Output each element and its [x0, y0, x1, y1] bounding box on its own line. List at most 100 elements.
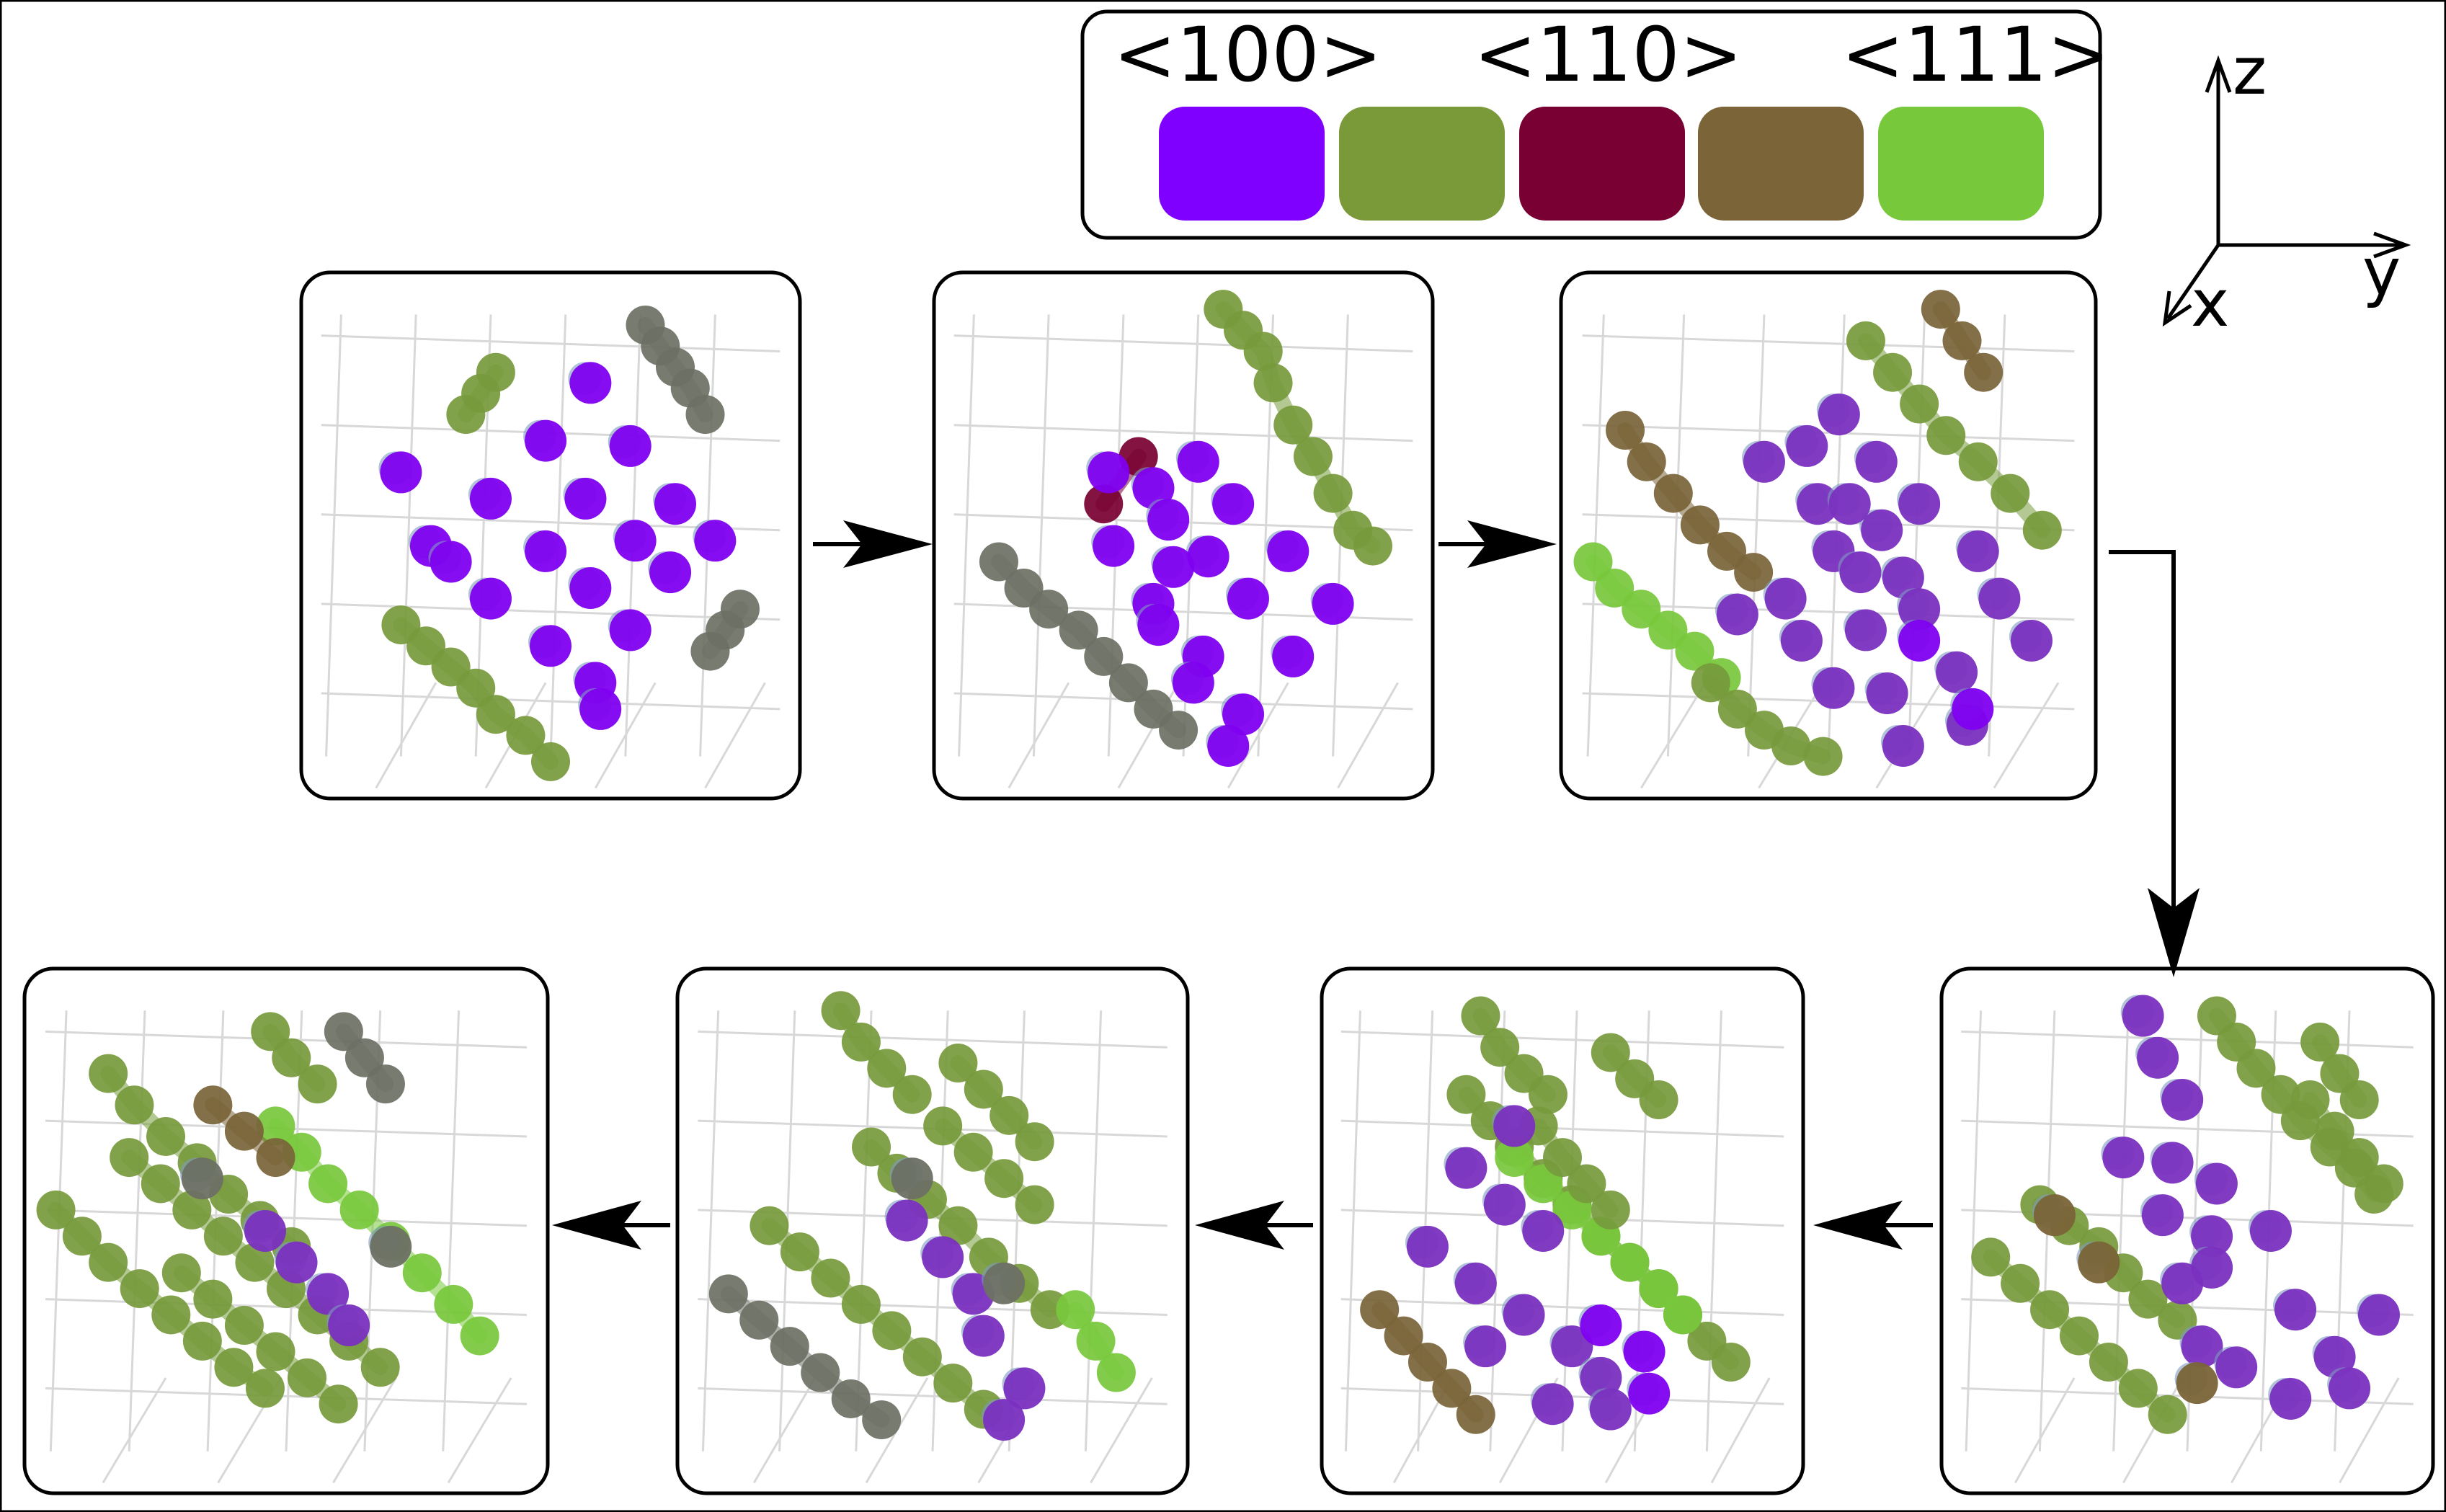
legend-swatch-2 — [1339, 107, 1505, 221]
grid-line — [1344, 1010, 1361, 1451]
grid-line — [2339, 1377, 2400, 1484]
atom-group — [708, 991, 1136, 1441]
atom — [983, 1399, 1026, 1441]
atom — [1957, 530, 1999, 572]
chain-atom — [953, 1132, 993, 1172]
chain-atom — [1691, 663, 1730, 703]
chain-atom — [1573, 542, 1613, 582]
chain-atom — [1771, 726, 1811, 765]
panel-frame — [299, 270, 802, 801]
panel-7 — [22, 966, 550, 1495]
grid-line — [1340, 1298, 1784, 1316]
atom — [1132, 467, 1175, 510]
chain-atom — [2001, 1263, 2040, 1303]
atom — [579, 688, 622, 730]
atom — [1137, 604, 1180, 646]
chain-atom — [1595, 569, 1635, 608]
chain-atom — [902, 1337, 942, 1377]
chain-atom — [811, 1258, 850, 1298]
chain-atom — [872, 1311, 912, 1351]
grid-line — [102, 1377, 167, 1484]
z-axis-label: z — [2233, 34, 2267, 110]
legend-label-111: <111> — [1841, 11, 2110, 99]
atom — [1483, 1183, 1526, 1226]
atom — [891, 1157, 933, 1200]
atom — [1227, 577, 1269, 620]
grid-line — [2014, 1377, 2076, 1484]
atom — [1780, 620, 1823, 662]
grid-line — [953, 424, 1413, 443]
atom — [2181, 1325, 2223, 1368]
chain-atom — [1056, 1290, 1095, 1330]
grid-line — [1561, 1010, 1578, 1451]
chain-atom — [862, 1400, 902, 1440]
panel-5 — [1320, 966, 1805, 1495]
chain-atom — [308, 1164, 348, 1204]
y-axis-arrowhead — [2373, 231, 2411, 259]
atom — [525, 530, 567, 572]
grid-line — [375, 682, 437, 789]
atom — [2161, 1262, 2204, 1304]
grid-line — [1582, 513, 2075, 532]
grid-line — [855, 1010, 873, 1451]
atom — [2122, 995, 2164, 1037]
chain-atom — [770, 1327, 809, 1366]
legend-swatches — [1159, 107, 2044, 221]
atom — [2329, 1367, 2371, 1410]
atom — [1628, 1372, 1671, 1415]
chain-atom — [146, 1116, 186, 1156]
chain-atom — [110, 1138, 149, 1178]
grid-line — [1337, 682, 1399, 789]
atom — [1936, 651, 1978, 693]
atom — [1503, 1294, 1545, 1336]
chain-atom — [446, 395, 486, 435]
atom — [1580, 1304, 1622, 1347]
chain-atom — [1253, 363, 1293, 403]
grid-line — [1032, 314, 1050, 757]
atom — [244, 1210, 286, 1252]
atom — [1580, 1356, 1622, 1399]
chain-atom — [1293, 437, 1333, 476]
legend-swatch-3 — [1519, 107, 1685, 221]
atom — [609, 424, 651, 467]
atom — [1952, 688, 1994, 730]
atom — [1551, 1325, 1593, 1368]
chain-atom — [1971, 1237, 2011, 1277]
chain-atom — [1159, 711, 1198, 750]
panel-frame — [932, 270, 1435, 801]
grid-line — [1710, 1377, 1771, 1484]
atom — [1093, 525, 1135, 567]
chain-atom — [1622, 590, 1661, 629]
grid-line — [1227, 682, 1289, 789]
atom — [1898, 588, 1941, 631]
grid-line — [321, 334, 781, 352]
atom — [1272, 635, 1315, 677]
chain-atom — [1446, 1075, 1486, 1114]
chain-atom — [2118, 1369, 2158, 1408]
atom — [1844, 609, 1887, 652]
grid-line — [953, 692, 1413, 711]
atom — [469, 477, 512, 520]
atom — [1786, 424, 1828, 467]
atom — [1716, 593, 1758, 636]
atom — [1493, 1105, 1536, 1147]
grid-line — [1008, 682, 1070, 789]
chain-atom — [1663, 1295, 1702, 1335]
grid-line — [704, 682, 766, 789]
atom — [922, 1236, 964, 1278]
chain-atom — [1707, 531, 1747, 571]
atom — [2215, 1346, 2258, 1389]
grid-line — [752, 1377, 817, 1484]
chain-atom — [1407, 1343, 1447, 1382]
chain-atom — [821, 991, 860, 1031]
chain-atom — [36, 1190, 76, 1229]
grid-line — [1084, 1010, 1103, 1451]
atom — [1172, 662, 1214, 704]
chain-atom — [690, 631, 730, 671]
legend-swatch-5 — [1878, 107, 2044, 221]
snapshot-panels — [22, 270, 2435, 1495]
atom-group — [1971, 995, 2403, 1434]
chain-atom — [1675, 631, 1715, 671]
panel-2 — [932, 270, 1435, 801]
atom — [2313, 1335, 2356, 1378]
